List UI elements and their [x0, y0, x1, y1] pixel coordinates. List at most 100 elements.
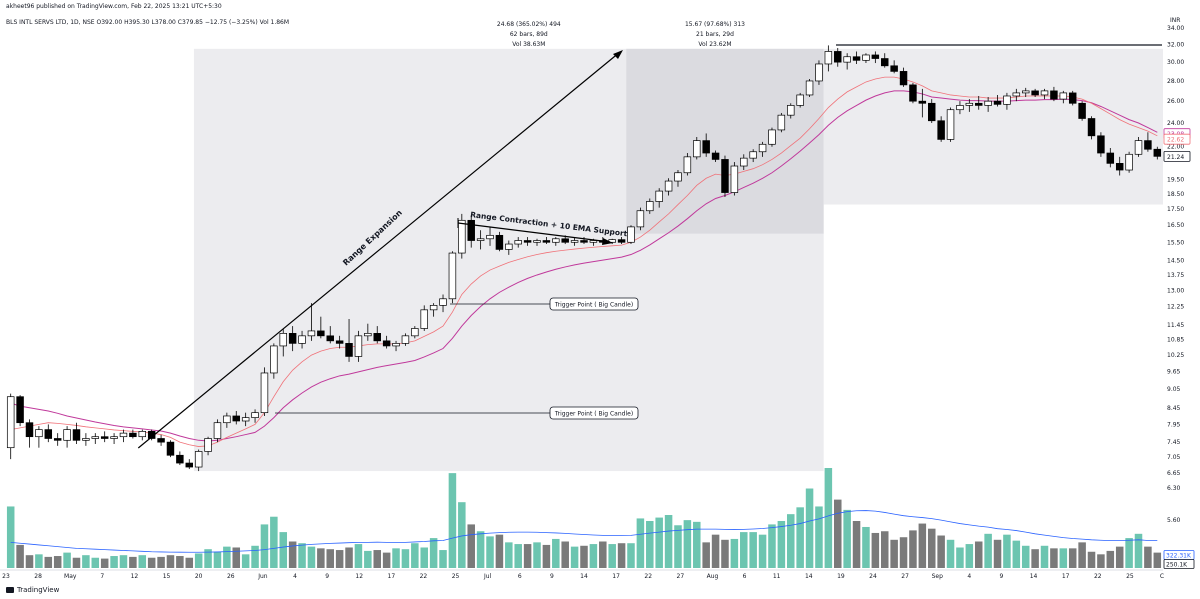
time-tick-label: 22 — [1094, 573, 1102, 580]
volume-bar — [82, 555, 90, 568]
volume-bar — [683, 520, 692, 568]
ema-slow-line — [10, 90, 1158, 442]
time-tick-label: 15 — [163, 573, 171, 580]
candle-body — [1115, 163, 1124, 171]
volume-bar — [345, 547, 353, 568]
time-tick-label: 9 — [1000, 573, 1004, 580]
candle-body — [984, 100, 992, 106]
time-tick-label: 9 — [325, 573, 329, 580]
candle-body — [918, 100, 927, 104]
candle-body — [270, 345, 278, 374]
volume-bar — [758, 534, 767, 568]
candle-body — [1012, 92, 1021, 97]
volume-bar — [185, 557, 194, 568]
candle — [533, 238, 541, 246]
time-tick-label: 27 — [901, 573, 909, 580]
volume-bar — [533, 542, 541, 568]
price-tick-label: 5.60 — [1167, 517, 1181, 524]
volume-bar — [617, 543, 626, 568]
candle — [683, 153, 692, 176]
time-tick-label: 25 — [1126, 573, 1134, 580]
currency-label: INR — [1170, 17, 1180, 24]
candle — [25, 419, 34, 448]
candle-body — [787, 105, 795, 116]
candle-body — [392, 343, 400, 347]
candle-body — [6, 396, 15, 449]
candle-body — [476, 238, 485, 241]
volume-bar — [561, 541, 569, 568]
time-tick-label: May — [64, 573, 77, 580]
volume-bar — [918, 523, 927, 568]
candle — [288, 326, 297, 352]
time-tick-label: 14 — [580, 573, 588, 580]
candle-body — [194, 451, 203, 468]
candle-body — [486, 234, 494, 240]
volume-bar — [110, 556, 118, 568]
candle-body — [1078, 102, 1086, 119]
time-tick-label: 28 — [34, 573, 42, 580]
candle-body — [1031, 90, 1039, 96]
price-tick-label: 8.45 — [1167, 405, 1181, 412]
candle-body — [458, 219, 466, 254]
candle — [6, 393, 15, 460]
candle-body — [439, 298, 447, 306]
time-tick-label: 12 — [355, 573, 363, 580]
candle — [627, 225, 635, 245]
candle — [805, 79, 814, 98]
volume-bar — [307, 546, 316, 568]
candle — [223, 412, 231, 428]
price-tick-label: 28.00 — [1167, 78, 1184, 85]
time-tick-label: 11 — [773, 573, 781, 580]
range-box — [626, 48, 824, 234]
range-expansion-arrowhead — [613, 50, 623, 59]
candle-body — [241, 417, 250, 422]
range-stat-label: Vol 38.63M — [512, 41, 545, 48]
price-tick-label: 6.30 — [1167, 485, 1181, 492]
candle-body — [1059, 92, 1068, 100]
price-tick-label: 22.00 — [1167, 144, 1184, 151]
volume-bar — [514, 544, 522, 568]
price-tick-label: 13.75 — [1167, 272, 1184, 279]
candle-body — [119, 432, 128, 438]
volume-bars — [6, 468, 1162, 568]
range-stat-label: Vol 23.62M — [698, 41, 731, 48]
candle-body — [1097, 135, 1105, 154]
time-tick-label: 25 — [452, 573, 460, 580]
candle — [1031, 88, 1039, 98]
candle — [974, 95, 983, 110]
volume-bar — [100, 558, 109, 568]
volume-bar — [1097, 554, 1105, 568]
candle — [1059, 90, 1068, 104]
candle — [1050, 86, 1058, 102]
candle — [420, 305, 428, 331]
volume-bar — [777, 520, 786, 568]
candle-body — [467, 219, 475, 241]
candle — [702, 133, 710, 157]
candle — [345, 319, 353, 362]
volume-bar — [298, 543, 306, 568]
candle-body — [721, 159, 729, 193]
volume-bar — [420, 547, 428, 568]
volume-bar — [1040, 545, 1049, 568]
time-tick-label: 6 — [518, 573, 522, 580]
candle — [674, 170, 682, 187]
candle-body — [185, 462, 194, 468]
candle — [937, 116, 945, 142]
volume-bar — [1068, 548, 1077, 568]
candle-body — [843, 56, 851, 63]
candle — [467, 215, 475, 248]
volume-bar — [44, 556, 53, 568]
range-contraction-arrowhead — [602, 238, 613, 245]
candle — [138, 429, 147, 441]
candle-body — [91, 436, 100, 439]
volume-bar — [119, 555, 128, 568]
volume-bar — [646, 520, 654, 568]
candle — [382, 335, 391, 349]
candle-body — [768, 129, 776, 145]
candle-body — [411, 328, 419, 337]
volume-bar — [965, 544, 974, 568]
candle-body — [354, 335, 363, 357]
candle — [824, 45, 833, 72]
volume-bar — [317, 548, 325, 568]
